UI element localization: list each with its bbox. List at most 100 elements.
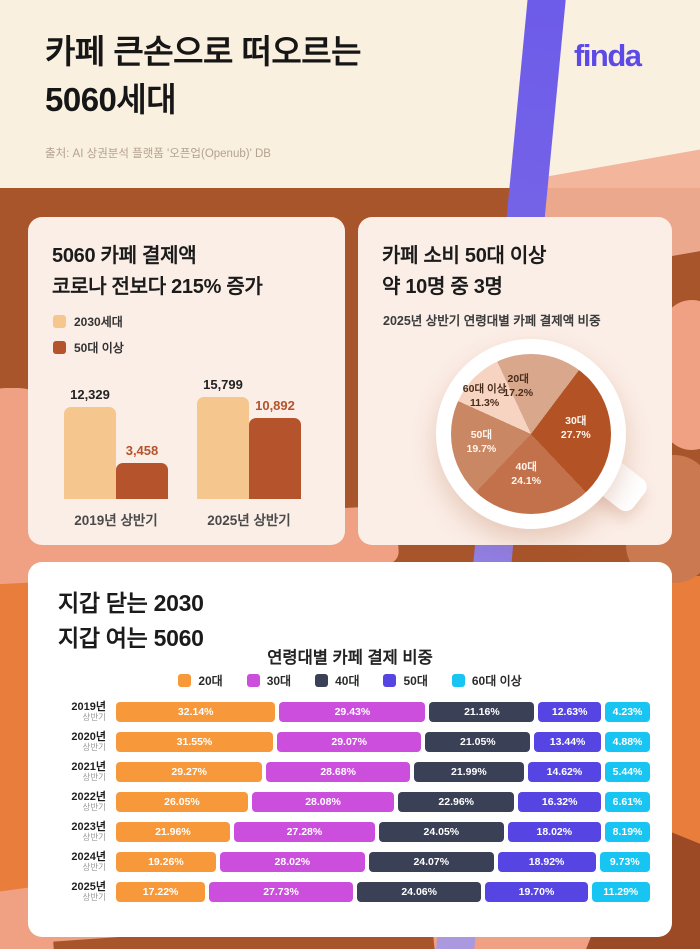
stacked-segment: 21.05%	[425, 732, 531, 752]
stacked-segment: 17.22%	[116, 882, 206, 902]
stacked-segment: 5.44%	[604, 762, 650, 782]
stacked-chart-rows: 2019년 상반기 32.14% 29.43% 21.16% 12.63% 4.23% 202…	[52, 700, 651, 912]
card-pie-title-line1: 카페 소비 50대 이상	[382, 245, 547, 267]
stacked-row: 2022년 상반기 26.05% 28.08% 22.96% 16.32% 6.61%	[52, 790, 650, 813]
stacked-row: 2023년 상반기 21.96% 27.28% 24.05% 18.02% 8.19%	[52, 820, 650, 843]
page-title-line1: 카페 큰손으로 떠오르는	[45, 33, 361, 70]
page-title: 카페 큰손으로 떠오르는 5060세대	[45, 28, 361, 124]
stacked-segment: 32.14%	[116, 702, 276, 722]
card-pie-title-line2: 약 10명 중 3명	[382, 276, 503, 298]
card-payment-title-line1: 5060 카페 결제액	[52, 245, 197, 267]
legend-item: 50대 이상	[53, 339, 124, 356]
stacked-segment: 29.07%	[276, 732, 422, 752]
row-label: 2021년 상반기	[71, 760, 106, 783]
stacked-segment: 19.26%	[116, 852, 216, 872]
source-credit: 출처: AI 상권분석 플랫폼 '오픈업(Openub)' DB	[45, 148, 271, 160]
stacked-segment: 8.19%	[604, 822, 650, 842]
card-pie-title: 카페 소비 50대 이상 약 10명 중 3명	[382, 241, 546, 303]
stacked-segment: 12.63%	[538, 702, 601, 722]
legend-item: 50대	[383, 672, 428, 689]
background-cream-band	[0, 0, 700, 188]
card-payment-title-line2: 코로나 전보다 215% 증가	[52, 276, 263, 298]
stacked-segment: 19.70%	[485, 882, 588, 902]
card-payment-amount: 5060 카페 결제액 코로나 전보다 215% 증가 2030세대 50대 이상…	[28, 217, 345, 545]
legend-label: 2030세대	[74, 315, 123, 329]
legend-label: 50대	[403, 674, 428, 688]
stacked-segment: 18.92%	[497, 852, 596, 872]
stacked-segment: 13.44%	[534, 732, 602, 752]
stacked-segment: 27.28%	[233, 822, 376, 842]
stacked-segment: 28.02%	[219, 852, 365, 872]
legend-label: 50대 이상	[74, 341, 124, 355]
stacked-segment: 24.07%	[368, 852, 494, 872]
stacked-segment: 4.23%	[605, 702, 650, 722]
legend-label: 30대	[266, 674, 292, 688]
stacked-chart-legend: 20대 30대 40대 50대 60대 이상	[28, 672, 672, 689]
legend-chip	[53, 315, 66, 328]
stacked-row: 2021년 상반기 29.27% 28.68% 21.99% 14.62% 5.44%	[52, 760, 650, 783]
age-share-pie-chart: 20대 17.2% 30대 27.7% 40대 24.1% 50대 19.7% 60대 이상 11…	[451, 354, 611, 514]
row-label: 2019년 상반기	[71, 700, 106, 723]
bar-value-label: 10,892	[255, 398, 295, 413]
pie-slice-label: 50대 19.7%	[466, 428, 497, 455]
stacked-segment: 9.73%	[599, 852, 650, 872]
row-label: 2024년 상반기	[71, 850, 106, 873]
stacked-segment: 24.06%	[356, 882, 482, 902]
stacked-bar: 29.27% 28.68% 21.99% 14.62% 5.44%	[116, 762, 650, 782]
bar-wrapper: 12,329	[64, 377, 116, 499]
stacked-bar: 17.22% 27.73% 24.06% 19.70% 11.29%	[116, 882, 650, 902]
stacked-segment: 28.08%	[251, 792, 395, 812]
stacked-segment: 24.05%	[379, 822, 504, 842]
stacked-chart-title: 연령대별 카페 결제 비중	[267, 649, 433, 667]
bar-category-label: 2025년 상반기	[207, 513, 291, 528]
bar-category-label: 2019년 상반기	[74, 513, 158, 528]
pie-slice-label: 40대 24.1%	[511, 460, 542, 487]
legend-item: 60대 이상	[451, 672, 522, 689]
card-stacked-title-line1: 지갑 닫는 2030	[58, 590, 204, 616]
row-label: 2025년 상반기	[71, 880, 106, 903]
legend-chip	[53, 341, 66, 354]
legend-label: 60대 이상	[471, 674, 522, 688]
legend-label: 20대	[198, 674, 223, 688]
stacked-bar: 26.05% 28.08% 22.96% 16.32% 6.61%	[116, 792, 650, 812]
row-label: 2022년 상반기	[71, 790, 106, 813]
bar-wrapper: 15,799	[197, 377, 249, 499]
stacked-segment: 11.29%	[591, 882, 650, 902]
finda-logo: finda	[574, 38, 642, 73]
card-yearly-share: 지갑 닫는 2030 지갑 여는 5060 연령대별 카페 결제 비중 20대 3…	[28, 562, 672, 937]
bar-value-label: 12,329	[70, 387, 110, 402]
stacked-segment: 4.88%	[605, 732, 651, 752]
bar	[249, 418, 301, 499]
legend-chip	[383, 674, 397, 687]
legend-item: 2030세대	[53, 313, 124, 330]
stacked-segment: 18.02%	[507, 822, 601, 842]
legend-chip	[178, 674, 192, 687]
legend-chip	[315, 674, 329, 687]
card-stacked-title-line2: 지갑 여는 5060	[58, 624, 204, 651]
stacked-segment: 21.99%	[413, 762, 524, 782]
pie-slice-label: 30대 27.7%	[560, 414, 591, 441]
payment-chart-legend: 2030세대 50대 이상	[53, 313, 124, 356]
stacked-row: 2025년 상반기 17.22% 27.73% 24.06% 19.70% 11.29%	[52, 880, 650, 903]
stacked-segment: 29.43%	[279, 702, 426, 722]
stacked-bar: 32.14% 29.43% 21.16% 12.63% 4.23%	[116, 702, 650, 722]
stacked-segment: 28.68%	[266, 762, 410, 782]
stacked-segment: 26.05%	[116, 792, 248, 812]
bar	[64, 407, 116, 499]
stacked-segment: 16.32%	[518, 792, 601, 812]
row-label: 2023년 상반기	[71, 820, 106, 843]
legend-label: 40대	[335, 674, 360, 688]
legend-item: 20대	[178, 672, 223, 689]
stacked-row: 2020년 상반기 31.55% 29.07% 21.05% 13.44% 4.88%	[52, 731, 651, 752]
stacked-segment: 27.73%	[209, 882, 353, 902]
bar-wrapper: 10,892	[249, 377, 301, 499]
stacked-row: 2019년 상반기 32.14% 29.43% 21.16% 12.63% 4.23%	[52, 700, 650, 723]
stacked-segment: 21.96%	[116, 822, 230, 842]
legend-chip	[451, 674, 465, 687]
stacked-segment: 21.16%	[429, 702, 535, 722]
bar	[116, 463, 168, 499]
stacked-segment: 14.62%	[527, 762, 601, 782]
legend-item: 40대	[315, 672, 359, 689]
bar	[197, 397, 249, 499]
stacked-bar: 31.55% 29.07% 21.05% 13.44% 4.88%	[116, 732, 651, 752]
